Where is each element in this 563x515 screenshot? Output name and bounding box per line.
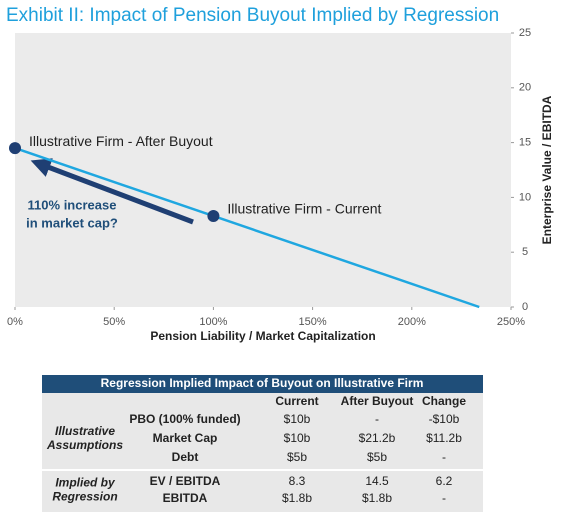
group-label: Illustrative	[55, 424, 115, 438]
row-label: PBO (100% funded)	[129, 412, 240, 426]
table-cell: $5b	[367, 450, 387, 464]
y-tick-label: 10	[519, 191, 531, 203]
row-label: EBITDA	[163, 491, 208, 505]
data-point	[207, 210, 220, 223]
chart-title: Exhibit II: Impact of Pension Buyout Imp…	[6, 5, 499, 26]
table-cell: -$10b	[429, 412, 460, 426]
column-header: After Buyout	[341, 394, 414, 408]
plot-area	[15, 33, 511, 307]
table-cell: $10b	[284, 431, 311, 445]
point-label: Illustrative Firm - Current	[227, 201, 381, 217]
y-tick-label: 0	[522, 301, 528, 313]
table-cell: 6.2	[436, 474, 453, 488]
point-label: Illustrative Firm - After Buyout	[29, 133, 213, 149]
annotation: 110% increase	[28, 197, 117, 212]
data-point	[9, 142, 21, 155]
annotation: in market cap?	[26, 215, 118, 230]
y-tick-label: 20	[519, 82, 531, 94]
y-tick-label: 5	[522, 246, 528, 258]
table-cell: $1.8b	[362, 491, 392, 505]
table-header	[42, 375, 483, 393]
column-header: Current	[275, 394, 318, 408]
table-title: Regression Implied Impact of Buyout on I…	[101, 376, 424, 390]
table-cell: $5b	[287, 450, 307, 464]
group-label: Regression	[52, 490, 117, 504]
y-tick-label: 25	[519, 27, 531, 39]
group-label: Assumptions	[46, 438, 123, 452]
x-axis-label: Pension Liability / Market Capitalizatio…	[150, 329, 375, 343]
y-tick-label: 15	[519, 137, 531, 149]
x-tick-label: 100%	[199, 316, 227, 328]
regression-line	[14, 146, 480, 309]
x-tick-label: 50%	[103, 316, 125, 328]
group-label: Implied by	[55, 476, 116, 490]
arrow	[30, 158, 194, 225]
table-cell: $21.2b	[359, 431, 396, 445]
table-cell: -	[442, 491, 446, 505]
table-cell: 14.5	[365, 474, 389, 488]
table-cell: -	[442, 450, 446, 464]
table-cell: -	[375, 412, 379, 426]
x-tick-label: 0%	[7, 316, 23, 328]
x-tick-label: 200%	[398, 316, 426, 328]
table-cell: $1.8b	[282, 491, 312, 505]
row-label: Market Cap	[153, 431, 218, 445]
y-axis-label: Enterprise Value / EBITDA	[540, 95, 554, 244]
table-body	[42, 393, 483, 512]
x-tick-label: 150%	[299, 316, 327, 328]
table-cell: 8.3	[289, 474, 306, 488]
column-header: Change	[422, 394, 466, 408]
table-cell: $10b	[284, 412, 311, 426]
row-label: Debt	[172, 450, 199, 464]
row-label: EV / EBITDA	[150, 474, 221, 488]
table-cell: $11.2b	[426, 431, 462, 445]
x-tick-label: 250%	[497, 316, 525, 328]
